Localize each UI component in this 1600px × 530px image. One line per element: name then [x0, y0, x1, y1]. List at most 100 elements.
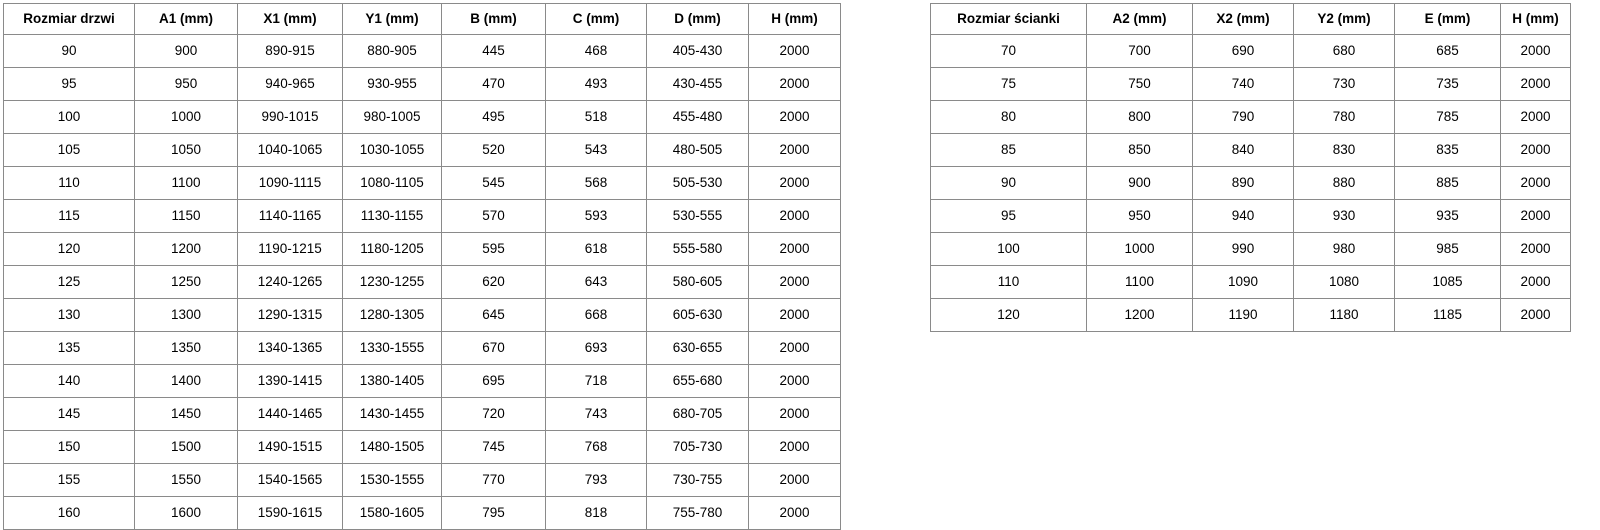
table-cell: 405-430 — [646, 34, 749, 68]
table-cell: 518 — [545, 100, 647, 134]
table-row: 90 900 890 880 885 2000 — [930, 166, 1571, 200]
table-cell: 645 — [441, 298, 546, 332]
table-cell: 1550 — [134, 463, 238, 497]
table-cell: 2000 — [748, 364, 841, 398]
table-row: 155 1550 1540-1565 1530-1555 770 793 730-755 20… — [3, 463, 841, 497]
table-cell: 1400 — [134, 364, 238, 398]
table-cell: 1030-1055 — [342, 133, 442, 167]
table-cell: 160 — [3, 496, 135, 530]
table-cell: 110 — [3, 166, 135, 200]
table-cell: 643 — [545, 265, 647, 299]
table-cell: 890-915 — [237, 34, 343, 68]
panels-table-body: 70 700 690 680 685 2000 75 750 740 730 735 2000 80 80… — [930, 34, 1571, 332]
table-cell: 530-555 — [646, 199, 749, 233]
table-cell: 1080 — [1293, 265, 1395, 299]
table-cell: 1280-1305 — [342, 298, 442, 332]
table-row: 145 1450 1440-1465 1430-1455 720 743 680-705 20… — [3, 397, 841, 431]
table-cell: 495 — [441, 100, 546, 134]
table-cell: 835 — [1394, 133, 1501, 167]
table-cell: 670 — [441, 331, 546, 365]
table-cell: 900 — [1086, 166, 1193, 200]
column-header: H (mm) — [748, 3, 841, 35]
table-cell: 155 — [3, 463, 135, 497]
table-cell: 1290-1315 — [237, 298, 343, 332]
table-row: 95 950 940-965 930-955 470 493 430-455 2000 — [3, 67, 841, 101]
table-cell: 1600 — [134, 496, 238, 530]
table-cell: 818 — [545, 496, 647, 530]
table-cell: 850 — [1086, 133, 1193, 167]
table-cell: 695 — [441, 364, 546, 398]
table-cell: 1130-1155 — [342, 199, 442, 233]
table-row: 110 1100 1090 1080 1085 2000 — [930, 265, 1571, 299]
table-row: 130 1300 1290-1315 1280-1305 645 668 605-630 20… — [3, 298, 841, 332]
table-cell: 1580-1605 — [342, 496, 442, 530]
table-cell: 105 — [3, 133, 135, 167]
table-cell: 110 — [930, 265, 1087, 299]
table-row: 80 800 790 780 785 2000 — [930, 100, 1571, 134]
table-cell: 120 — [3, 232, 135, 266]
table-cell: 2000 — [748, 166, 841, 200]
table-cell: 593 — [545, 199, 647, 233]
table-header-row: Rozmiar drzwi A1 (mm) X1 (mm) Y1 (mm) B (mm)… — [3, 3, 841, 35]
table-cell: 2000 — [1500, 199, 1571, 233]
table-cell: 1085 — [1394, 265, 1501, 299]
column-header: Y2 (mm) — [1293, 3, 1395, 35]
table-cell: 1100 — [134, 166, 238, 200]
table-cell: 1390-1415 — [237, 364, 343, 398]
table-cell: 668 — [545, 298, 647, 332]
table-row: 90 900 890-915 880-905 445 468 405-430 2000 — [3, 34, 841, 68]
table-cell: 1180 — [1293, 298, 1395, 332]
table-cell: 718 — [545, 364, 647, 398]
table-cell: 505-530 — [646, 166, 749, 200]
table-row: 120 1200 1190-1215 1180-1205 595 618 555-580 20… — [3, 232, 841, 266]
table-cell: 1050 — [134, 133, 238, 167]
table-cell: 605-630 — [646, 298, 749, 332]
table-cell: 990-1015 — [237, 100, 343, 134]
table-cell: 985 — [1394, 232, 1501, 266]
table-cell: 125 — [3, 265, 135, 299]
table-cell: 468 — [545, 34, 647, 68]
table-cell: 2000 — [1500, 265, 1571, 299]
table-cell: 445 — [441, 34, 546, 68]
table-cell: 115 — [3, 199, 135, 233]
doors-size-table-container: Rozmiar drzwi A1 (mm) X1 (mm) Y1 (mm) B (mm)… — [3, 3, 841, 530]
table-cell: 950 — [134, 67, 238, 101]
table-cell: 520 — [441, 133, 546, 167]
table-cell: 1450 — [134, 397, 238, 431]
table-cell: 130 — [3, 298, 135, 332]
table-cell: 2000 — [1500, 232, 1571, 266]
column-header: D (mm) — [646, 3, 749, 35]
table-cell: 1185 — [1394, 298, 1501, 332]
table-cell: 1000 — [134, 100, 238, 134]
table-cell: 493 — [545, 67, 647, 101]
table-cell: 470 — [441, 67, 546, 101]
column-header: A1 (mm) — [134, 3, 238, 35]
table-cell: 1490-1515 — [237, 430, 343, 464]
table-cell: 618 — [545, 232, 647, 266]
table-cell: 1380-1405 — [342, 364, 442, 398]
column-header: X1 (mm) — [237, 3, 343, 35]
table-cell: 780 — [1293, 100, 1395, 134]
table-cell: 1190 — [1192, 298, 1294, 332]
table-cell: 2000 — [1500, 298, 1571, 332]
table-cell: 1200 — [134, 232, 238, 266]
table-cell: 75 — [930, 67, 1087, 101]
table-cell: 880-905 — [342, 34, 442, 68]
table-cell: 100 — [3, 100, 135, 134]
table-cell: 768 — [545, 430, 647, 464]
table-cell: 755-780 — [646, 496, 749, 530]
table-cell: 120 — [930, 298, 1087, 332]
panels-table-header: Rozmiar ścianki A2 (mm) X2 (mm) Y2 (mm) E (m… — [930, 3, 1571, 35]
column-header: C (mm) — [545, 3, 647, 35]
table-row: 75 750 740 730 735 2000 — [930, 67, 1571, 101]
table-cell: 730-755 — [646, 463, 749, 497]
table-cell: 1500 — [134, 430, 238, 464]
table-cell: 735 — [1394, 67, 1501, 101]
table-cell: 990 — [1192, 232, 1294, 266]
table-cell: 750 — [1086, 67, 1193, 101]
table-cell: 2000 — [748, 232, 841, 266]
table-cell: 2000 — [1500, 133, 1571, 167]
table-cell: 85 — [930, 133, 1087, 167]
table-cell: 543 — [545, 133, 647, 167]
panels-size-table-container: Rozmiar ścianki A2 (mm) X2 (mm) Y2 (mm) E (m… — [930, 3, 1571, 332]
